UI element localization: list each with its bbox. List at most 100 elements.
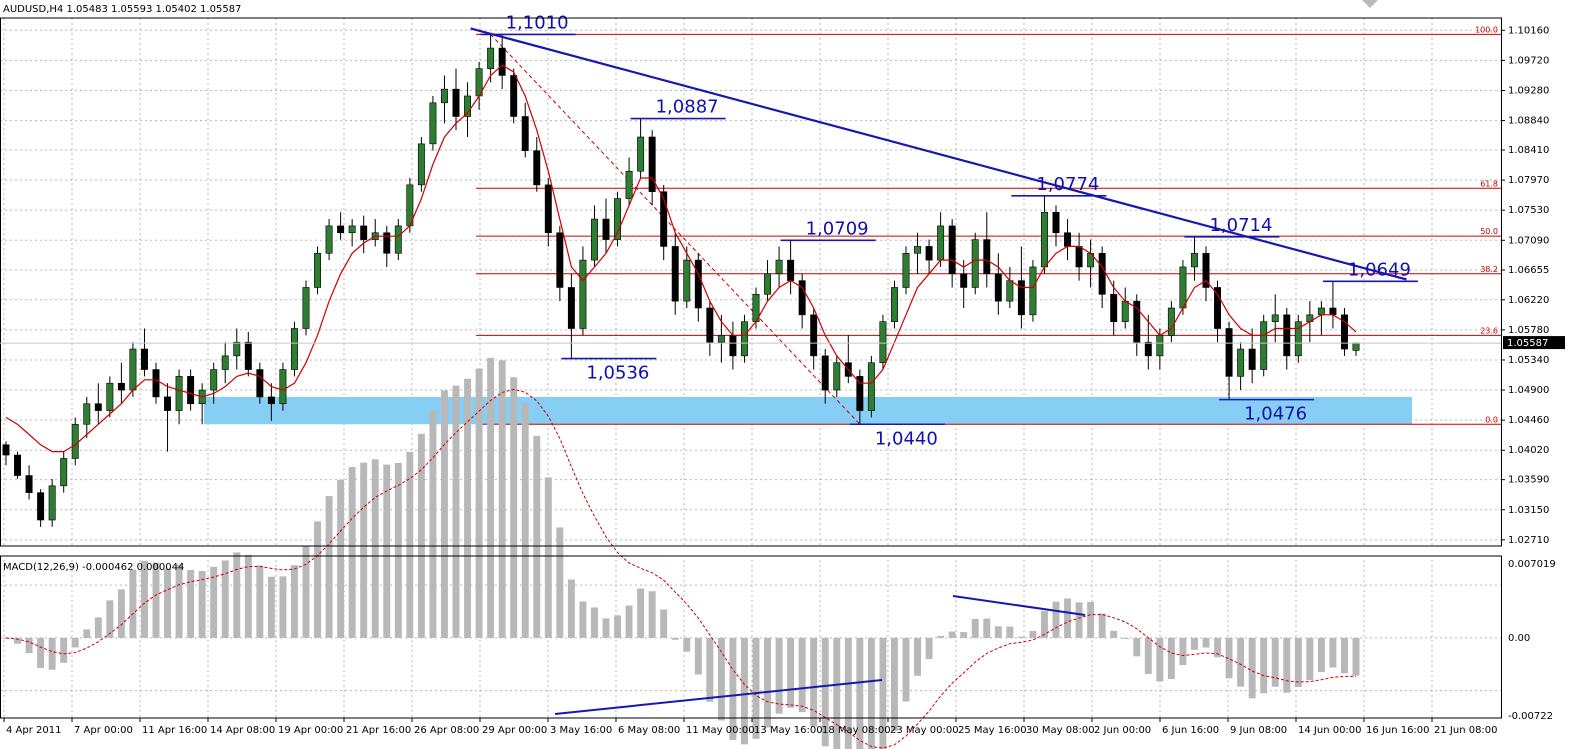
candlesticks (2, 34, 1360, 527)
macd-bar (1006, 626, 1014, 638)
macd-bar (1317, 637, 1325, 673)
candle-body (429, 102, 437, 145)
macd-bar (175, 564, 183, 638)
time-tick-label: 18 May 08:00 (822, 725, 891, 736)
time-tick-label: 4 Apr 2011 (6, 725, 61, 736)
macd-bar (948, 631, 956, 638)
fib-diagonal-line (490, 34, 861, 425)
candle-body (937, 225, 945, 261)
macd-bar (360, 462, 368, 638)
candle-body (637, 136, 645, 172)
price-tick-label: 1.10160 (1508, 25, 1549, 36)
candle-body (256, 369, 264, 398)
scroll-arrow-icon[interactable] (1362, 0, 1378, 8)
candle-body (775, 259, 783, 275)
candle-body (925, 246, 933, 261)
macd-bar (221, 560, 229, 638)
macd-bar (556, 527, 564, 638)
price-tick-label: 1.08840 (1508, 116, 1549, 127)
price-tick-label: 1.06220 (1508, 295, 1549, 306)
candle-body (521, 116, 529, 151)
macd-bar (1294, 637, 1302, 687)
price-tick-label: 1.04020 (1508, 445, 1549, 456)
candle-body (210, 369, 218, 391)
candle-body (267, 396, 275, 405)
macd-bar (302, 545, 310, 638)
macd-bar (660, 609, 668, 638)
macd-bar (25, 637, 33, 654)
candle-body (533, 150, 541, 186)
macd-bar (1087, 601, 1095, 638)
macd-bar (1248, 637, 1256, 699)
macd-bar (614, 615, 621, 638)
annotation-label: 1,0536 (586, 363, 649, 384)
macd-bar (833, 637, 841, 749)
candle-body (1167, 307, 1175, 336)
candle-body (544, 184, 552, 234)
time-tick-label: 29 Apr 00:00 (482, 725, 547, 736)
price-tick-label: 1.03150 (1508, 505, 1549, 516)
macd-bar (348, 466, 356, 638)
macd-bar (960, 632, 968, 638)
time-tick-label: 21 Jun 08:00 (1434, 725, 1498, 736)
macd-bar (233, 552, 241, 638)
candle-body (1329, 307, 1337, 316)
macd-bar (198, 571, 206, 638)
macd-bar (544, 477, 552, 638)
macd-bar (810, 637, 818, 727)
macd-bar (671, 637, 679, 640)
macd-bar (1202, 637, 1210, 648)
macd-bar (1214, 637, 1221, 658)
candle-body (890, 287, 898, 322)
macd-bar (314, 521, 321, 638)
macd-axis: 0.007019 0.00 -0.00722 (1508, 559, 1556, 722)
fib-level-label: 100.0 (1475, 25, 1498, 34)
macd-bar (821, 637, 829, 747)
candle-body (717, 335, 725, 343)
macd-signal-line (5, 388, 1357, 749)
candle-body (694, 259, 702, 309)
candle-body (1214, 287, 1222, 329)
candle-body (394, 225, 402, 254)
time-tick-label: 2 Jun 00:00 (1094, 725, 1151, 736)
macd-bar (983, 618, 991, 638)
candle-body (1248, 348, 1256, 370)
candle-body (175, 376, 183, 411)
macd-bar (717, 637, 725, 721)
macd-bar (475, 368, 483, 638)
price-tick-label: 1.04460 (1508, 415, 1549, 426)
candle-body (1340, 314, 1348, 350)
annotation-label: 1,0476 (1244, 404, 1307, 425)
macd-bar (937, 635, 945, 638)
macd-bar (1029, 631, 1037, 638)
candle-body (1190, 252, 1198, 268)
macd-bar (798, 637, 806, 713)
candle-body (279, 369, 287, 405)
macd-bar (1133, 637, 1141, 657)
time-tick-label: 11 Apr 16:00 (142, 725, 207, 736)
price-axis: 1.10160 1.09720 1.09280 1.08840 1.08410 1.079… (0, 25, 1565, 546)
macd-tick-label: 0.007019 (1508, 559, 1556, 570)
candle-body (1006, 280, 1014, 302)
candle-body (1144, 341, 1152, 357)
macd-bar (741, 637, 748, 745)
price-tick-label: 1.08410 (1508, 145, 1549, 156)
candle-body (683, 259, 691, 302)
macd-bar (971, 618, 979, 638)
candle-body (602, 218, 610, 240)
ma-line (5, 64, 1357, 453)
time-axis: 4 Apr 2011 7 Apr 00:00 11 Apr 16:00 14 Apr … (3, 718, 1498, 736)
price-tick-label: 1.06655 (1508, 265, 1549, 276)
macd-bar (775, 637, 783, 714)
macd-tick-label: -0.00722 (1508, 711, 1553, 722)
macd-bar (1179, 637, 1187, 666)
candle-body (671, 246, 679, 302)
macd-bar (14, 637, 21, 644)
candle-body (1098, 252, 1106, 295)
macd-bar (706, 637, 714, 702)
macd-bar (1260, 637, 1268, 694)
main-grid (0, 18, 1501, 546)
macd-bar (914, 637, 921, 676)
candle-body (348, 225, 356, 234)
